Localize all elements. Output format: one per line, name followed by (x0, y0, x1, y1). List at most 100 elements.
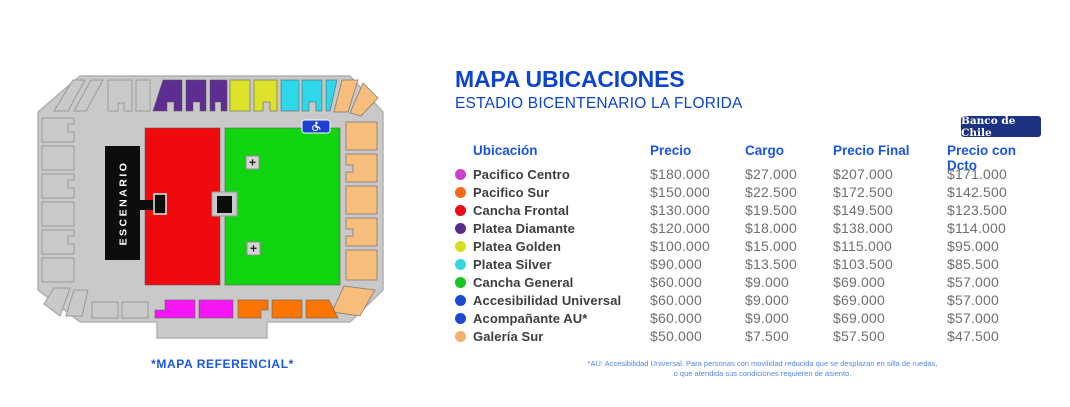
row-cargo: $9.000 (745, 292, 790, 308)
row-precio: $100.000 (650, 238, 710, 254)
row-precio-final: $69.000 (833, 274, 886, 290)
row-precio-final: $172.500 (833, 184, 893, 200)
section-pacifico-sur (271, 299, 303, 319)
first-aid-icon: + (249, 156, 256, 170)
row-precio: $180.000 (650, 166, 710, 182)
section-platea-diamante (209, 79, 228, 112)
table-row: Acompañante AU* $60.000 $9.000 $69.000 $… (455, 309, 1047, 327)
page-subtitle: ESTADIO BICENTENARIO LA FLORIDA (455, 95, 743, 112)
page-title: MAPA UBICACIONES (455, 66, 685, 92)
section-pacifico-centro (154, 299, 196, 319)
gray-section (41, 201, 75, 227)
gray-section (107, 79, 133, 112)
row-precio-final: $69.000 (833, 292, 886, 308)
row-precio-final: $57.500 (833, 328, 886, 344)
section-color-dot (455, 168, 466, 180)
gray-section (91, 301, 119, 319)
stage-thrust (140, 200, 156, 210)
table-row: Pacifico Centro $180.000 $27.000 $207.00… (455, 165, 1047, 183)
section-platea-golden (229, 79, 251, 112)
first-aid-box (245, 155, 260, 170)
table-row: Cancha Frontal $130.000 $19.500 $149.500… (455, 201, 1047, 219)
header-cargo: Cargo (745, 143, 785, 158)
table-row: Cancha General $60.000 $9.000 $69.000 $5… (455, 273, 1047, 291)
section-platea-golden (253, 79, 278, 112)
table-row: Platea Diamante $120.000 $18.000 $138.00… (455, 219, 1047, 237)
table-row: Galería Sur $50.000 $7.500 $57.500 $47.5… (455, 327, 1047, 345)
section-platea-silver (325, 79, 338, 112)
gray-section (121, 301, 149, 319)
row-label: Cancha General (473, 274, 574, 290)
section-galeria-sur (349, 82, 379, 117)
row-precio: $50.000 (650, 328, 703, 344)
row-precio-dcto: $47.500 (947, 328, 1000, 344)
row-precio: $60.000 (650, 274, 703, 290)
map-caption: *MAPA REFERENCIAL* (151, 357, 294, 371)
gray-section (73, 79, 104, 112)
row-label: Accesibilidad Universal (473, 292, 622, 308)
stage-label: ESCENARIO (118, 161, 130, 246)
header-precio-final: Precio Final (833, 143, 910, 158)
section-color-dot (455, 222, 466, 234)
pricing-panel: MAPA UBICACIONES ESTADIO BICENTENARIO LA… (455, 66, 1070, 407)
section-color-dot (455, 276, 466, 288)
row-cargo: $9.000 (745, 310, 790, 326)
table-row: Accesibilidad Universal $60.000 $9.000 $… (455, 291, 1047, 309)
row-cargo: $15.000 (745, 238, 798, 254)
section-color-dot (455, 330, 466, 342)
row-label: Pacifico Centro (473, 166, 570, 182)
control-booth-inner (217, 196, 232, 213)
row-precio: $120.000 (650, 220, 710, 236)
row-cargo: $27.000 (745, 166, 798, 182)
footnote: *AU: Accesibilidad Universal. Para perso… (455, 359, 1070, 379)
header-precio-con-dcto: Precio con Dcto (947, 143, 1017, 173)
row-label: Cancha Frontal (473, 202, 570, 218)
row-cargo: $13.500 (745, 256, 798, 272)
section-color-dot (455, 312, 466, 324)
row-label: Pacifico Sur (473, 184, 550, 200)
row-precio-final: $138.000 (833, 220, 893, 236)
row-cargo: $22.500 (745, 184, 798, 200)
section-galeria-sur (333, 79, 359, 113)
section-color-dot (455, 240, 466, 252)
row-cargo: $18.000 (745, 220, 798, 236)
row-precio-final: $149.500 (833, 202, 893, 218)
gray-section (43, 287, 71, 317)
row-precio: $90.000 (650, 256, 703, 272)
wheelchair-icon (312, 121, 321, 132)
section-color-dot (455, 204, 466, 216)
table-header-row: Ubicación Precio Cargo Precio Final Prec… (455, 143, 1047, 173)
gray-section (41, 173, 75, 199)
row-label: Platea Silver (473, 256, 552, 272)
row-precio: $150.000 (650, 184, 710, 200)
section-galeria-sur (345, 217, 378, 247)
stage-thrust-platform (153, 193, 167, 215)
row-cargo: $19.500 (745, 202, 798, 218)
row-cargo: $7.500 (745, 328, 790, 344)
row-precio-dcto: $85.500 (947, 256, 1000, 272)
section-galeria-sur (345, 121, 378, 151)
row-precio-dcto: $57.000 (947, 274, 1000, 290)
gray-section (135, 79, 151, 112)
first-aid-box (246, 241, 261, 256)
table-row: Platea Golden $100.000 $15.000 $115.000 … (455, 237, 1047, 255)
first-aid-icon: + (250, 242, 257, 256)
banco-de-chile-badge: Banco de Chile (961, 115, 1041, 139)
row-precio-dcto: $95.000 (947, 238, 1000, 254)
row-precio-final: $207.000 (833, 166, 893, 182)
section-galeria-sur (331, 285, 376, 317)
row-precio-dcto: $57.000 (947, 292, 1000, 308)
row-precio-final: $115.000 (833, 238, 892, 254)
table-body: Pacifico Centro $180.000 $27.000 $207.00… (455, 165, 1047, 345)
row-precio-final: $69.000 (833, 310, 886, 326)
row-precio-dcto: $114.000 (947, 220, 1006, 236)
table-row: Pacifico Sur $150.000 $22.500 $172.500 $… (455, 183, 1047, 201)
row-label: Acompañante AU* (473, 310, 588, 326)
gray-section (53, 79, 86, 112)
header-ubicacion: Ubicación (473, 143, 538, 158)
section-pacifico-centro (198, 299, 234, 319)
stadium-map-svg: ESCENARIO + + (37, 75, 384, 339)
row-precio: $60.000 (650, 292, 703, 308)
gray-section (65, 289, 89, 317)
section-galeria-sur (345, 153, 378, 183)
